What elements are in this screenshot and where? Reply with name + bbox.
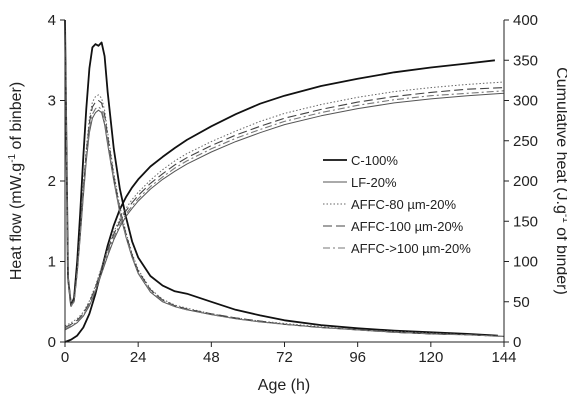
legend-label: AFFC-100 µm-20% — [351, 219, 464, 234]
y-right-tick-label: 0 — [513, 334, 521, 351]
x-tick-label: 24 — [130, 349, 147, 366]
x-tick-label: 120 — [418, 349, 443, 366]
y-left-tick-label: 4 — [48, 12, 56, 29]
y-right-tick-label: 50 — [513, 294, 530, 311]
x-tick-label: 144 — [491, 349, 516, 366]
legend-label: AFFC-80 µm-20% — [351, 197, 456, 212]
y-right-tick-label: 400 — [513, 12, 538, 29]
legend: C-100% LF-20% AFFC-80 µm-20% AFFC-100 µm-20… — [323, 153, 471, 256]
y-right-tick-label: 350 — [513, 52, 538, 69]
series-group — [64, 19, 505, 343]
x-tick-label: 96 — [349, 349, 366, 366]
ticks-group: 0 24 48 72 96 120 1440123405010015020025030035… — [48, 12, 538, 366]
y-axis-right-title: Cumulative heat (J.g-1 of binder) — [553, 67, 567, 295]
y-right-tick-label: 200 — [513, 173, 538, 190]
y-left-tick-label: 2 — [48, 173, 56, 190]
heat-flow-line-affc-100-m-20 — [64, 19, 505, 337]
y-left-tick-label: 0 — [48, 334, 56, 351]
y-right-tick-label: 250 — [513, 133, 538, 150]
legend-label: AFFC->100 µm-20% — [351, 241, 471, 256]
legend-label: C-100% — [351, 153, 398, 168]
legend-label: LF-20% — [351, 175, 397, 190]
x-tick-label: 0 — [61, 349, 69, 366]
y-right-tick-label: 100 — [513, 254, 538, 271]
y-axis-left-title: Heat flow (mW.g-1 of binber) — [7, 82, 25, 280]
y-left-tick-label: 1 — [48, 254, 56, 271]
x-axis-title: Age (h) — [258, 377, 310, 394]
cumulative-heat-line-c-100 — [64, 59, 496, 343]
x-tick-label: 72 — [276, 349, 293, 366]
cumulative-heat-line-affc-100-m-20 — [64, 87, 505, 328]
cumulative-heat-line-lf-20 — [64, 92, 505, 331]
y-right-tick-label: 150 — [513, 213, 538, 230]
y-right-tick-label: 300 — [513, 93, 538, 110]
x-tick-label: 48 — [203, 349, 220, 366]
axes-group — [64, 20, 505, 343]
y-left-tick-label: 3 — [48, 93, 56, 110]
cumulative-heat-line-affc-100-m-20 — [64, 90, 505, 330]
